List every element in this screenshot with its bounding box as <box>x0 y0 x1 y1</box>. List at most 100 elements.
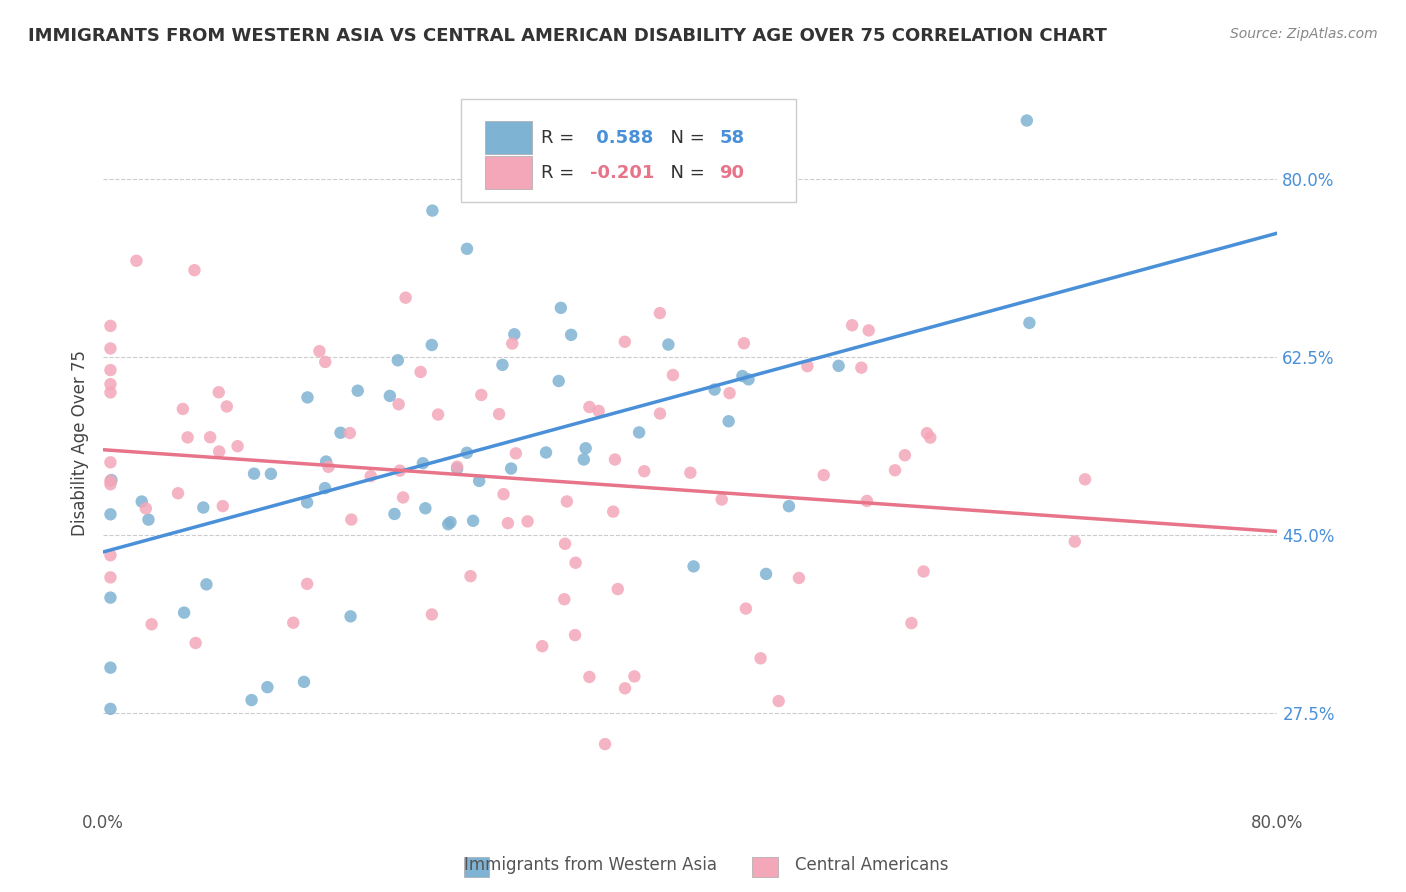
Central Americans <box>796 359 818 373</box>
Central Americans <box>141 617 163 632</box>
Central Americans <box>496 516 519 530</box>
Text: -0.201: -0.201 <box>591 163 655 182</box>
Immigrants from Western Asia <box>384 507 406 521</box>
Immigrants from Western Asia <box>412 456 434 470</box>
Central Americans <box>100 474 122 488</box>
Immigrants from Western Asia <box>607 159 630 173</box>
Central Americans <box>554 537 576 551</box>
Central Americans <box>388 397 411 411</box>
Immigrants from Western Asia <box>346 384 368 398</box>
Central Americans <box>492 487 515 501</box>
Central Americans <box>578 670 600 684</box>
Immigrants from Western Asia <box>329 425 352 440</box>
Immigrants from Western Asia <box>297 391 319 405</box>
Immigrants from Western Asia <box>737 372 759 386</box>
Central Americans <box>648 306 671 320</box>
Immigrants from Western Asia <box>1015 113 1038 128</box>
Central Americans <box>314 355 336 369</box>
Central Americans <box>470 388 492 402</box>
Central Americans <box>488 407 510 421</box>
Central Americans <box>100 318 122 333</box>
Central Americans <box>735 601 758 615</box>
Central Americans <box>100 570 122 584</box>
Immigrants from Western Asia <box>339 609 361 624</box>
Immigrants from Western Asia <box>131 494 153 508</box>
Central Americans <box>555 494 578 508</box>
Central Americans <box>602 505 624 519</box>
Y-axis label: Disability Age Over 75: Disability Age Over 75 <box>72 351 89 536</box>
Central Americans <box>420 607 443 622</box>
Immigrants from Western Asia <box>193 500 215 515</box>
Central Americans <box>427 408 450 422</box>
Immigrants from Western Asia <box>827 359 849 373</box>
Central Americans <box>211 499 233 513</box>
Central Americans <box>920 431 942 445</box>
Immigrants from Western Asia <box>1018 316 1040 330</box>
Central Americans <box>915 426 938 441</box>
Immigrants from Western Asia <box>755 566 778 581</box>
Text: N =: N = <box>658 163 710 182</box>
Immigrants from Western Asia <box>534 445 557 459</box>
Immigrants from Western Asia <box>778 499 800 513</box>
Immigrants from Western Asia <box>550 301 572 315</box>
Central Americans <box>100 342 122 356</box>
Central Americans <box>100 385 122 400</box>
Immigrants from Western Asia <box>717 414 740 428</box>
Central Americans <box>198 430 221 444</box>
Central Americans <box>648 407 671 421</box>
Immigrants from Western Asia <box>295 495 318 509</box>
Text: R =: R = <box>541 163 581 182</box>
Central Americans <box>593 737 616 751</box>
Immigrants from Western Asia <box>256 680 278 694</box>
FancyBboxPatch shape <box>485 121 531 154</box>
Central Americans <box>125 253 148 268</box>
Central Americans <box>183 263 205 277</box>
Immigrants from Western Asia <box>292 674 315 689</box>
Central Americans <box>308 344 330 359</box>
Central Americans <box>1063 534 1085 549</box>
Immigrants from Western Asia <box>240 693 263 707</box>
Central Americans <box>900 616 922 631</box>
Central Americans <box>662 368 685 382</box>
Central Americans <box>360 469 382 483</box>
Immigrants from Western Asia <box>456 446 478 460</box>
Central Americans <box>614 681 637 696</box>
Central Americans <box>851 360 873 375</box>
Central Americans <box>394 291 416 305</box>
Immigrants from Western Asia <box>138 513 160 527</box>
Central Americans <box>613 334 636 349</box>
Central Americans <box>710 492 733 507</box>
Text: Immigrants from Western Asia: Immigrants from Western Asia <box>464 856 717 874</box>
Immigrants from Western Asia <box>420 338 443 352</box>
Central Americans <box>884 463 907 477</box>
Central Americans <box>679 466 702 480</box>
Central Americans <box>501 336 523 351</box>
Text: N =: N = <box>658 129 710 147</box>
Immigrants from Western Asia <box>100 661 122 675</box>
Central Americans <box>633 464 655 478</box>
Immigrants from Western Asia <box>378 389 401 403</box>
Text: 0.588: 0.588 <box>591 129 654 147</box>
Central Americans <box>409 365 432 379</box>
Central Americans <box>340 512 363 526</box>
Immigrants from Western Asia <box>260 467 283 481</box>
Immigrants from Western Asia <box>503 327 526 342</box>
Text: R =: R = <box>541 129 581 147</box>
Central Americans <box>856 494 879 508</box>
Immigrants from Western Asia <box>173 606 195 620</box>
Central Americans <box>208 385 231 400</box>
Text: 90: 90 <box>720 163 745 182</box>
Text: Source: ZipAtlas.com: Source: ZipAtlas.com <box>1230 27 1378 41</box>
Central Americans <box>578 400 600 414</box>
Central Americans <box>446 459 468 474</box>
Central Americans <box>318 459 340 474</box>
Immigrants from Western Asia <box>731 369 754 384</box>
Immigrants from Western Asia <box>456 242 478 256</box>
Central Americans <box>100 363 122 377</box>
Immigrants from Western Asia <box>572 452 595 467</box>
Text: Central Americans: Central Americans <box>794 856 949 874</box>
Central Americans <box>813 468 835 483</box>
Central Americans <box>100 455 122 469</box>
Central Americans <box>167 486 190 500</box>
Central Americans <box>226 439 249 453</box>
